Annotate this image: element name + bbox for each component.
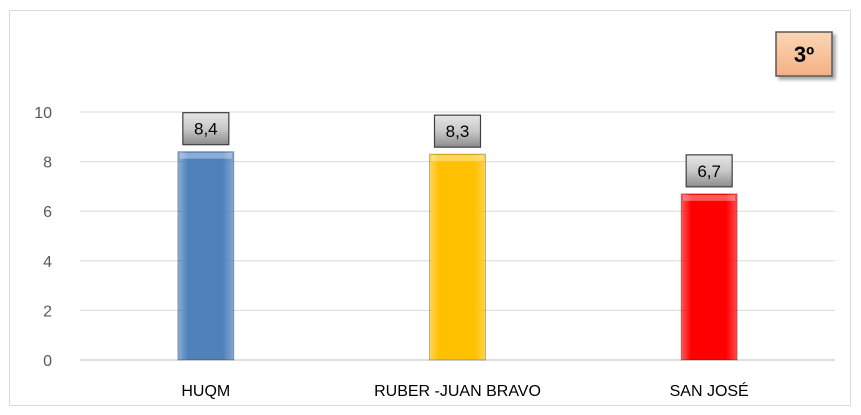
data-label-box [433, 114, 482, 148]
data-label-box [685, 154, 733, 188]
bar-highlight [683, 194, 736, 201]
bar-highlight [179, 152, 232, 159]
data-label: 8,3 [446, 122, 470, 141]
x-axis-categories: HUQM RUBER -JUAN BRAVO SAN JOSÉ [181, 381, 748, 400]
data-label: 6,7 [697, 162, 721, 181]
bars [177, 151, 738, 361]
y-tick-label: 10 [34, 105, 52, 122]
rank-badge-text: 3º [794, 42, 814, 67]
data-label: 8,4 [194, 120, 218, 139]
bar-highlight [431, 155, 484, 162]
y-tick-label: 6 [43, 204, 52, 221]
category-label: HUQM [181, 383, 230, 400]
y-tick-label: 2 [43, 303, 52, 320]
bar [177, 151, 235, 361]
y-tick-label: 4 [43, 254, 52, 271]
data-label-box [182, 112, 230, 146]
y-tick-label: 8 [43, 155, 52, 172]
y-axis-ticks: 0 2 4 6 8 10 [34, 105, 52, 370]
data-labels: 8,4 8,3 6,7 [182, 112, 733, 188]
y-tick-label: 0 [43, 353, 52, 370]
bar [680, 193, 738, 361]
category-label: SAN JOSÉ [670, 381, 749, 400]
category-label: RUBER -JUAN BRAVO [374, 383, 541, 400]
bar [429, 153, 486, 361]
rank-badge: 3º [775, 31, 833, 77]
